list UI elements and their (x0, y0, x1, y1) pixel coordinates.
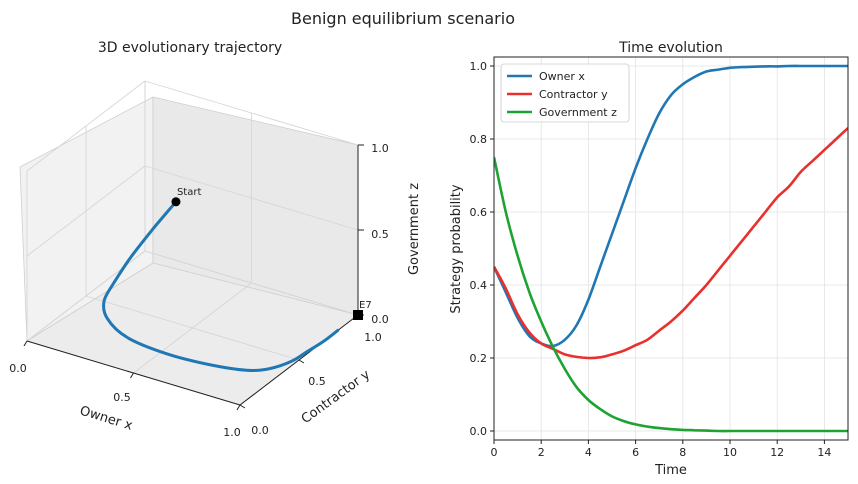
chart-3d-trajectory: 3D evolutionary trajectory 0.0 0.5 1.0 0… (9, 40, 422, 439)
z-axis-label: Government z (407, 183, 422, 275)
x-tick-label: 0.5 (113, 391, 131, 404)
figure-suptitle: Benign equilibrium scenario (291, 9, 515, 28)
y-tick (239, 404, 246, 409)
z-tick-label: 0.5 (371, 228, 389, 241)
trajectory-3d: Start E7 (102, 187, 372, 372)
x-tick-label: 6 (632, 446, 639, 459)
legend-label: Owner x (539, 70, 585, 83)
y-tick-label: 0.5 (308, 375, 326, 388)
trajectory-curve (102, 200, 340, 372)
legend-label: Government z (539, 106, 617, 119)
y-tick-label: 1.0 (470, 60, 488, 73)
y-axis-label: Strategy probability (449, 184, 464, 314)
x-tick-label: 12 (770, 446, 784, 459)
grid-line-side (144, 80, 359, 146)
x-tick-label: 2 (538, 446, 545, 459)
x-tick (236, 404, 241, 411)
x-tick-label: 0.0 (9, 362, 27, 375)
x-tick (23, 340, 28, 347)
chart-3d-title: 3D evolutionary trajectory (98, 40, 282, 56)
start-label: Start (177, 187, 202, 198)
y-tick-label: 0.0 (470, 425, 488, 438)
legend-label: Contractor y (539, 88, 608, 101)
x-tick-label: 8 (679, 446, 686, 459)
grid-line-back (26, 80, 146, 172)
end-marker (353, 310, 363, 320)
z-tick-label: 1.0 (371, 142, 389, 155)
plot-frame (493, 56, 849, 441)
x-axis-label: Time (654, 463, 687, 478)
x-tick-label: 1.0 (223, 426, 241, 439)
end-label: E7 (359, 300, 372, 311)
series-line-contractor (494, 127, 848, 360)
grid-line-floor (144, 250, 359, 316)
y-tick-label: 0.4 (470, 279, 488, 292)
legend-box (500, 63, 630, 123)
grid-line-floor (85, 295, 300, 361)
y-tick-label: 0.8 (470, 133, 488, 146)
y-tick-label: 0.2 (470, 352, 488, 365)
series-line-government (494, 157, 848, 433)
x-tick-label: 4 (585, 446, 592, 459)
x-axis-label: Owner x (78, 404, 135, 434)
grid-line-side (144, 165, 359, 231)
legend: Owner x Contractor y Government z (500, 63, 630, 123)
y-tick-label: 0.6 (470, 206, 488, 219)
grid-line-back (26, 165, 146, 257)
x-tick-label: 10 (723, 446, 737, 459)
chart-time-title: Time evolution (618, 40, 723, 56)
start-marker (171, 197, 181, 207)
y-tick-label: 0.0 (251, 424, 269, 437)
y-tick (298, 359, 305, 364)
z-tick-label: 0.0 (371, 313, 389, 326)
x-tick-label: 0 (491, 446, 498, 459)
x-tick-label: 14 (817, 446, 831, 459)
y-tick-label: 1.0 (364, 331, 382, 344)
plot-area-2d: 0 2 4 6 8 10 12 14 0.0 0.2 0.4 0.6 0.8 1.0 Owner x Cont… (470, 56, 849, 459)
x-tick (130, 372, 134, 379)
chart-time-evolution: Time evolution 0 2 4 6 8 10 12 14 0.0 0.2 0.4 0.6 0.… (449, 40, 849, 478)
